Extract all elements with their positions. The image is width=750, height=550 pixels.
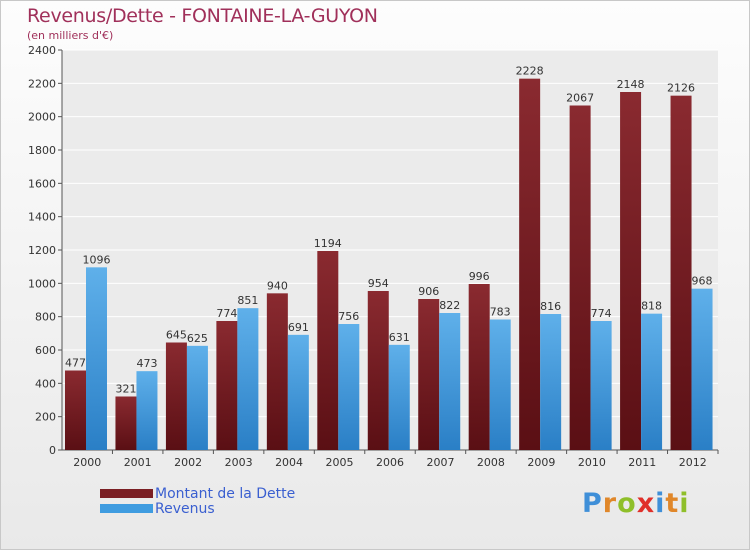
bar-revenus [338,324,360,450]
bar-revenus [691,288,713,450]
y-tick-label: 400 [35,377,56,390]
y-tick-label: 1200 [28,244,56,257]
data-label-dette: 996 [469,270,490,283]
data-label-revenus: 473 [136,357,157,370]
y-tick-label: 1800 [28,144,56,157]
bar-revenus [590,321,612,450]
bar-dette [620,92,642,450]
x-tick-label: 2001 [124,456,152,469]
y-tick-label: 1400 [28,211,56,224]
y-tick-label: 200 [35,411,56,424]
x-tick-label: 2003 [225,456,253,469]
data-label-dette: 321 [115,383,136,396]
data-label-revenus: 816 [540,300,561,313]
x-tick-label: 2010 [578,456,606,469]
y-tick-label: 800 [35,311,56,324]
y-tick-label: 2400 [28,44,56,57]
bar-revenus [287,334,309,450]
bar-dette [569,105,591,450]
data-label-revenus: 774 [591,307,612,320]
data-label-revenus: 818 [641,300,662,313]
bar-revenus [540,314,562,450]
data-label-dette: 2148 [617,78,645,91]
y-tick-label: 1000 [28,277,56,290]
data-label-dette: 940 [267,279,288,292]
data-label-revenus: 631 [389,331,410,344]
data-label-revenus: 691 [288,321,309,334]
bar-revenus [186,345,208,450]
bar-revenus [388,344,410,450]
x-tick-label: 2009 [527,456,555,469]
data-label-revenus: 1096 [83,253,111,266]
bar-dette [418,299,440,450]
data-label-dette: 2126 [667,82,695,95]
data-label-revenus: 756 [338,310,359,323]
bar-dette [165,342,187,450]
bar-dette [519,78,541,451]
x-tick-label: 2005 [326,456,354,469]
legend-item-revenus: Revenus [100,500,295,517]
bar-dette [65,370,86,450]
bar-revenus [136,371,158,450]
legend-swatch-dette [100,489,153,498]
data-label-revenus: 625 [187,332,208,345]
data-label-dette: 477 [65,357,86,370]
data-label-revenus: 851 [237,294,258,307]
y-tick-label: 2200 [28,77,56,90]
data-label-revenus: 783 [490,306,511,319]
x-tick-label: 2002 [174,456,202,469]
bar-dette [266,293,288,450]
data-label-dette: 906 [418,285,439,298]
x-tick-label: 2012 [679,456,707,469]
chart-title: Revenus/Dette - FONTAINE-LA-GUYON [27,5,378,27]
proxiti-logo: Proxiti [582,488,690,519]
data-label-revenus: 968 [692,275,713,288]
bar-dette [115,396,137,450]
x-tick-label: 2004 [275,456,303,469]
x-tick-label: 2011 [628,456,656,469]
legend-label-dette: Montant de la Dette [155,485,296,502]
x-tick-label: 2000 [73,456,101,469]
y-tick-label: 0 [49,444,56,457]
y-tick-label: 600 [35,344,56,357]
data-label-dette: 2228 [516,65,544,78]
legend: Montant de la Dette Revenus [100,485,296,517]
bar-revenus [489,319,511,450]
y-tick-label: 2000 [28,111,56,124]
bar-dette [468,284,490,450]
legend-swatch-revenus [100,504,153,513]
bar-revenus [237,308,259,450]
data-label-dette: 774 [216,307,237,320]
bar-revenus [439,313,461,450]
bar-dette [216,321,238,450]
legend-label-revenus: Revenus [155,500,215,517]
chart-subtitle: (en milliers d'€) [27,29,114,42]
data-label-dette: 645 [166,329,187,342]
bar-dette [670,95,692,451]
x-tick-label: 2006 [376,456,404,469]
data-label-dette: 954 [368,277,389,290]
x-tick-label: 2007 [426,456,454,469]
x-tick-label: 2008 [477,456,505,469]
data-label-revenus: 822 [439,299,460,312]
data-label-dette: 1194 [314,237,342,250]
bar-revenus [86,267,107,450]
data-label-dette: 2067 [566,92,594,105]
bar-dette [317,251,339,450]
legend-item-dette: Montant de la Dette [100,485,296,502]
y-tick-label: 1600 [28,177,56,190]
bar-revenus [641,313,663,450]
bar-dette [367,291,389,450]
